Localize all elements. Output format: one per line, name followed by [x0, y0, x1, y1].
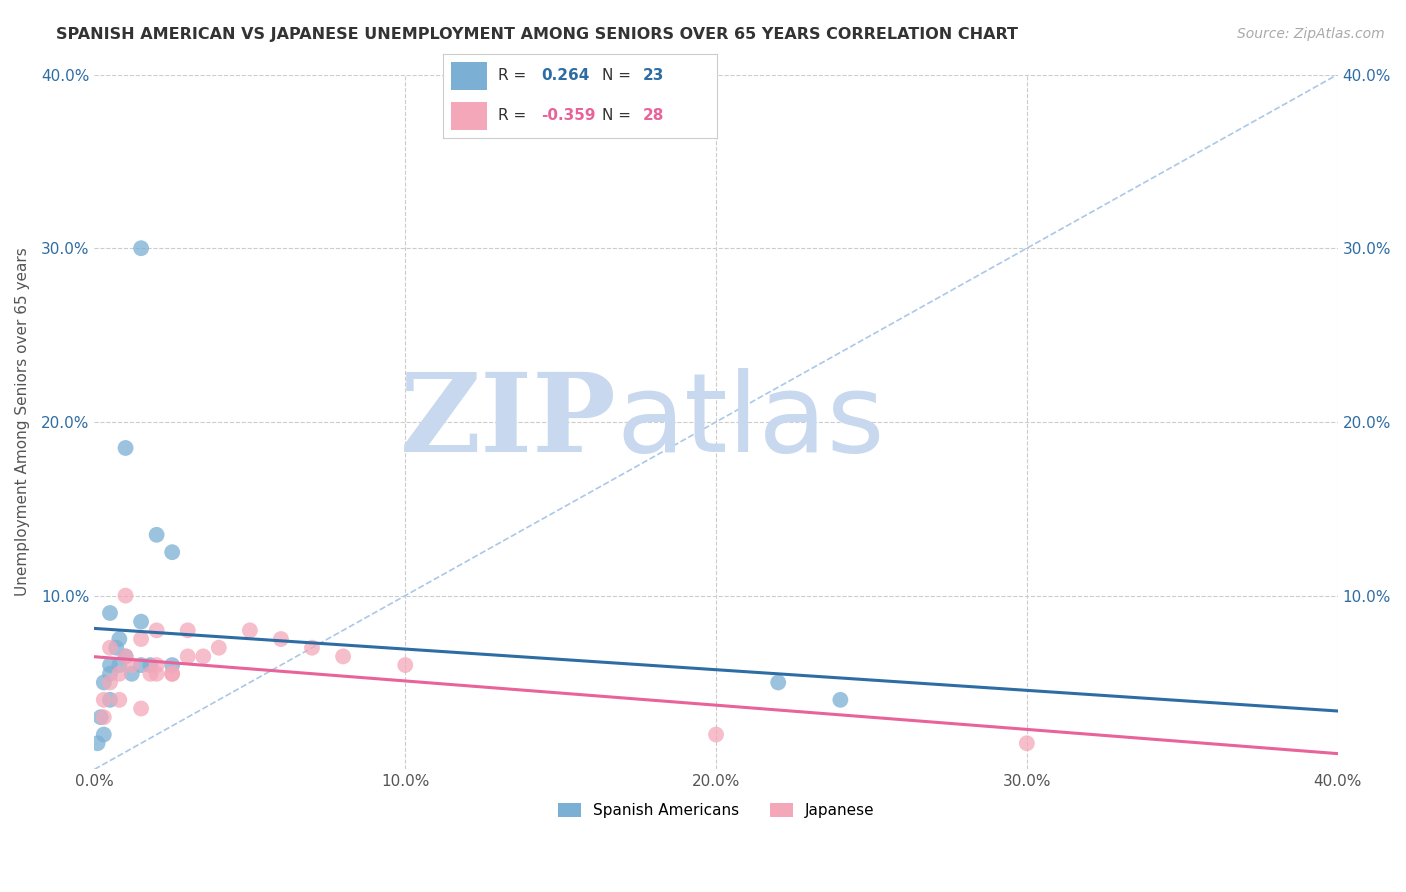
Point: [193, 649, 215, 664]
Point: [108, 658, 131, 673]
Point: [121, 658, 143, 673]
Point: [129, 658, 152, 673]
Point: [108, 693, 131, 707]
Point: [1015, 736, 1038, 750]
Point: [98, 666, 121, 681]
Point: [766, 675, 789, 690]
Y-axis label: Unemployment Among Seniors over 65 years: Unemployment Among Seniors over 65 years: [15, 248, 30, 596]
Point: [177, 649, 200, 664]
Point: [98, 693, 121, 707]
Point: [129, 241, 152, 255]
Point: [145, 624, 167, 638]
Text: ZIP: ZIP: [399, 368, 617, 475]
Text: R =: R =: [498, 69, 531, 84]
Point: [139, 658, 162, 673]
Point: [145, 658, 167, 673]
Point: [93, 693, 115, 707]
Point: [105, 640, 128, 655]
Text: N =: N =: [602, 69, 636, 84]
Point: [98, 606, 121, 620]
Point: [301, 640, 323, 655]
Text: SPANISH AMERICAN VS JAPANESE UNEMPLOYMENT AMONG SENIORS OVER 65 YEARS CORRELATIO: SPANISH AMERICAN VS JAPANESE UNEMPLOYMEN…: [56, 27, 1018, 42]
Point: [108, 666, 131, 681]
Point: [98, 640, 121, 655]
Point: [139, 666, 162, 681]
Text: R =: R =: [498, 108, 531, 123]
FancyBboxPatch shape: [451, 102, 486, 130]
Point: [177, 624, 200, 638]
Text: -0.359: -0.359: [541, 108, 596, 123]
Point: [129, 632, 152, 646]
Point: [114, 441, 136, 455]
Point: [93, 728, 115, 742]
Point: [160, 666, 183, 681]
Text: 23: 23: [643, 69, 665, 84]
Point: [98, 658, 121, 673]
Point: [90, 710, 112, 724]
Text: Source: ZipAtlas.com: Source: ZipAtlas.com: [1237, 27, 1385, 41]
Point: [93, 675, 115, 690]
Point: [129, 701, 152, 715]
Point: [270, 632, 292, 646]
Point: [114, 649, 136, 664]
Point: [86, 736, 108, 750]
Point: [129, 615, 152, 629]
Point: [145, 528, 167, 542]
Point: [98, 675, 121, 690]
Point: [114, 649, 136, 664]
Point: [704, 728, 727, 742]
Point: [160, 545, 183, 559]
Point: [93, 710, 115, 724]
Text: atlas: atlas: [617, 368, 886, 475]
Point: [114, 589, 136, 603]
Point: [160, 666, 183, 681]
Text: 0.264: 0.264: [541, 69, 591, 84]
Text: N =: N =: [602, 108, 636, 123]
Point: [332, 649, 354, 664]
Point: [121, 666, 143, 681]
Point: [830, 693, 852, 707]
Point: [239, 624, 262, 638]
Point: [145, 666, 167, 681]
Legend: Spanish Americans, Japanese: Spanish Americans, Japanese: [551, 797, 880, 824]
Point: [108, 632, 131, 646]
Point: [160, 658, 183, 673]
Point: [394, 658, 416, 673]
FancyBboxPatch shape: [451, 62, 486, 90]
Text: 28: 28: [643, 108, 665, 123]
Point: [208, 640, 231, 655]
